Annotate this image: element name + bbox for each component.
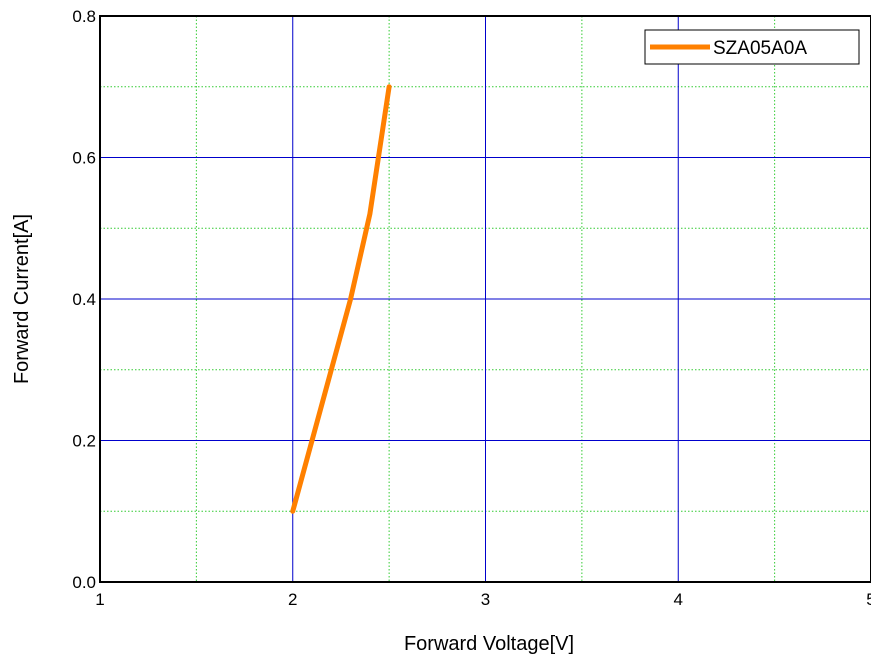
series-line bbox=[290, 84, 392, 514]
x-axis-label: Forward Voltage[V] bbox=[404, 633, 574, 655]
x-tick-label: 2 bbox=[288, 590, 297, 609]
grid bbox=[100, 16, 871, 582]
plot-area-frame bbox=[99, 15, 871, 583]
y-tick-label: 0.8 bbox=[72, 7, 96, 26]
x-tick-label: 5 bbox=[866, 590, 871, 609]
y-tick-label: 0.0 bbox=[72, 573, 96, 592]
x-tick-label: 1 bbox=[95, 590, 104, 609]
tick-labels: 1 2 3 4 5 0.0 0.2 0.4 0.6 0.8 bbox=[72, 7, 871, 609]
legend: SZA05A0A bbox=[644, 29, 860, 65]
x-tick-label: 4 bbox=[674, 590, 683, 609]
y-tick-label: 0.4 bbox=[72, 290, 96, 309]
legend-entry: SZA05A0A bbox=[713, 38, 807, 59]
y-tick-label: 0.2 bbox=[72, 432, 96, 451]
series-layer bbox=[290, 84, 392, 514]
x-tick-label: 3 bbox=[481, 590, 490, 609]
y-axis-label: Forward Current[A] bbox=[11, 214, 33, 384]
y-tick-label: 0.6 bbox=[72, 149, 96, 168]
